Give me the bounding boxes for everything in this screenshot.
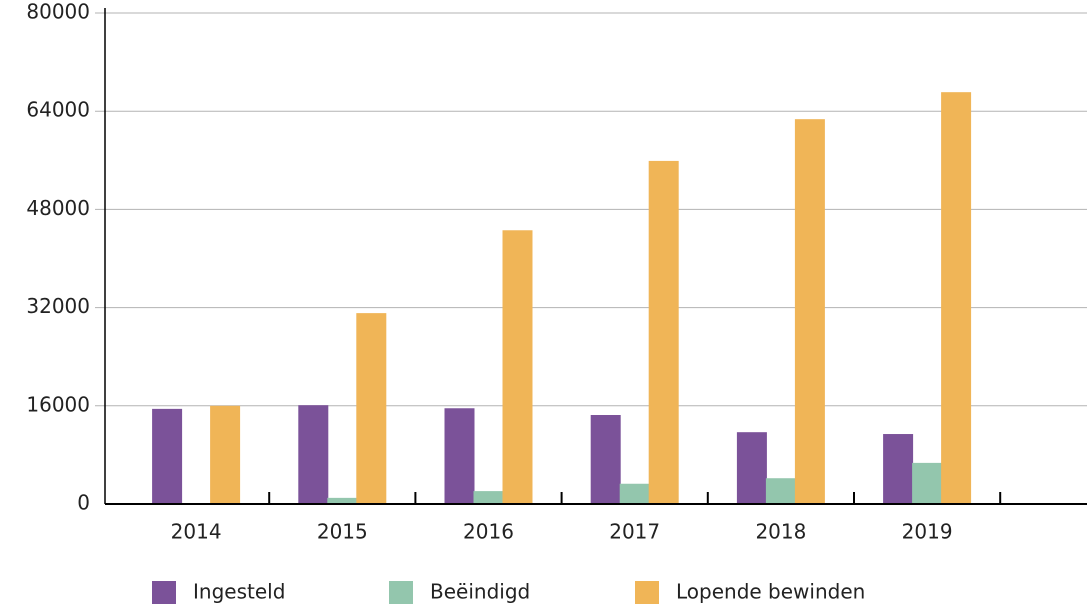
legend-label: Ingesteld (193, 580, 285, 604)
legend-swatch (389, 581, 413, 604)
legend-label: Lopende bewinden (676, 580, 865, 604)
y-tick-label: 64000 (26, 98, 90, 122)
y-tick-label: 32000 (26, 294, 90, 318)
bar (356, 313, 387, 504)
x-tick-label: 2017 (609, 520, 660, 544)
y-tick-label: 0 (77, 491, 90, 515)
bar (327, 497, 358, 504)
y-tick-label: 16000 (26, 392, 90, 416)
x-tick-label: 2015 (317, 520, 368, 544)
bar (502, 230, 533, 504)
bar (941, 92, 972, 504)
bar (444, 408, 475, 504)
bar (912, 462, 943, 504)
bar (152, 408, 183, 504)
x-tick-label: 2014 (171, 520, 222, 544)
bar (736, 432, 767, 504)
x-tick-label: 2019 (902, 520, 953, 544)
x-tick-label: 2016 (463, 520, 514, 544)
bar (590, 415, 621, 504)
bar (473, 491, 504, 504)
bar (648, 160, 679, 504)
bar (210, 405, 241, 504)
bar (883, 434, 914, 504)
y-tick-label: 48000 (26, 196, 90, 220)
legend-swatch (152, 581, 176, 604)
bar (765, 478, 796, 504)
bar (298, 405, 329, 504)
bar (794, 119, 825, 505)
bar (619, 483, 650, 504)
legend-label: Beëindigd (430, 580, 530, 604)
y-tick-label: 80000 (26, 0, 90, 24)
x-tick-label: 2018 (755, 520, 806, 544)
legend-swatch (635, 581, 659, 604)
